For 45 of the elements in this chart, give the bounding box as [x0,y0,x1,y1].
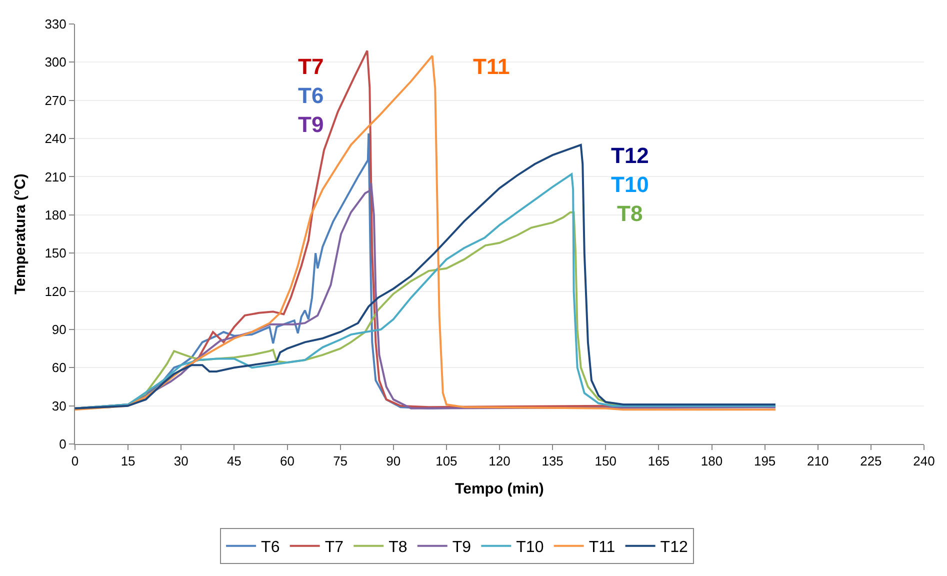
y-tick-label: 150 [44,246,66,261]
y-tick-label: 120 [44,284,66,299]
legend-label: T8 [388,539,408,556]
annotation: T10 [611,172,649,197]
annotation: T11 [473,54,510,79]
x-tick-label: 90 [386,454,401,469]
legend-label: T7 [324,539,344,556]
legend-label: T10 [516,539,544,556]
x-tick-label: 105 [436,454,458,469]
x-tick-label: 225 [860,454,882,469]
x-tick-label: 0 [71,454,79,469]
x-tick-label: 195 [754,454,776,469]
x-tick-label: 15 [120,454,136,469]
y-tick-label: 180 [44,207,66,222]
y-tick-label: 240 [44,131,66,146]
x-tick-label: 165 [648,454,670,469]
annotation: T9 [298,112,324,137]
y-tick-label: 90 [52,322,66,337]
x-tick-label: 120 [488,454,510,469]
x-tick-label: 240 [913,454,935,469]
y-tick-label: 270 [44,92,66,108]
y-tick-label: 60 [52,360,66,376]
annotation: T12 [611,143,649,168]
annotation: T8 [617,201,643,226]
y-tick-label: 30 [52,398,66,414]
x-tick-label: 30 [174,454,188,469]
y-tick-label: 0 [59,436,66,452]
x-tick-label: 180 [700,454,723,469]
y-tick-label: 210 [44,169,66,184]
x-tick-label: 210 [807,454,829,469]
x-tick-label: 135 [542,454,564,469]
legend-label: T11 [588,539,616,556]
x-tick-label: 75 [333,454,348,469]
legend-label: T9 [452,539,472,556]
y-axis-title: Temperatura (°C) [12,174,29,294]
x-tick-label: 60 [280,454,294,469]
x-tick-label: 45 [226,454,242,469]
y-tick-label: 300 [44,54,66,70]
y-tick-label: 330 [44,16,66,32]
annotation: T6 [298,83,324,108]
legend-label: T6 [261,539,280,556]
x-axis-title: Tempo (min) [455,480,544,498]
x-tick-label: 150 [594,454,616,469]
annotation: T7 [298,54,324,79]
legend-label: T12 [660,539,688,556]
